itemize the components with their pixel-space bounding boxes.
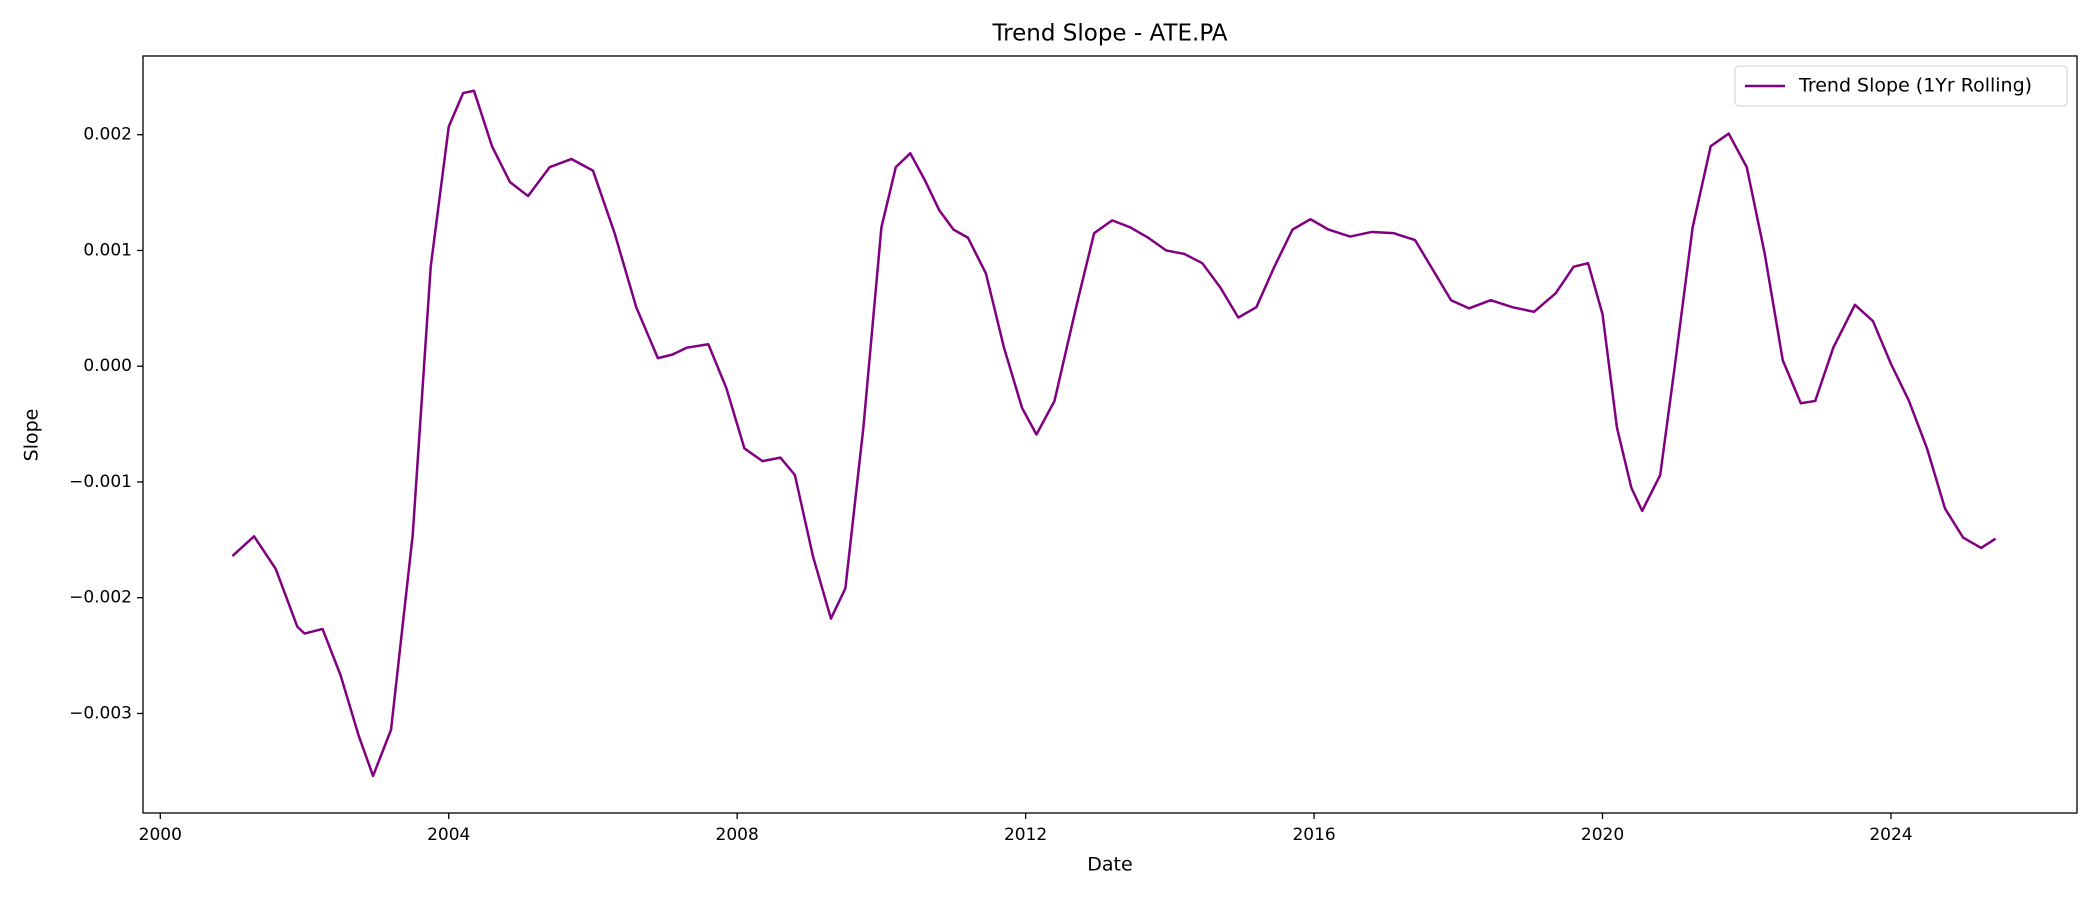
y-tick-label: −0.002: [69, 588, 132, 608]
line-series: [231, 89, 1997, 778]
y-tick-label: 0.000: [83, 356, 132, 376]
y-tick-label: 0.001: [83, 240, 132, 260]
x-tick-label: 2008: [716, 825, 759, 845]
x-tick-label: 2020: [1581, 825, 1624, 845]
y-axis-label: Slope: [21, 409, 43, 462]
x-tick-label: 2004: [427, 825, 470, 845]
plot-frame: [142, 55, 2078, 814]
y-tick-label: 0.002: [83, 125, 132, 145]
x-tick-label: 2000: [139, 825, 182, 845]
x-tick-label: 2016: [1292, 825, 1335, 845]
legend-box: [1734, 65, 2068, 107]
x-tick-label: 2012: [1004, 825, 1047, 845]
chart-title: Trend Slope - ATE.PA: [992, 21, 1228, 47]
y-tick-label: −0.001: [69, 472, 132, 492]
legend-label: Trend Slope (1Yr Rolling): [1798, 75, 2032, 97]
x-axis-label: Date: [1087, 854, 1132, 876]
y-tick-label: −0.003: [69, 703, 132, 723]
x-tick-label: 2024: [1869, 825, 1912, 845]
